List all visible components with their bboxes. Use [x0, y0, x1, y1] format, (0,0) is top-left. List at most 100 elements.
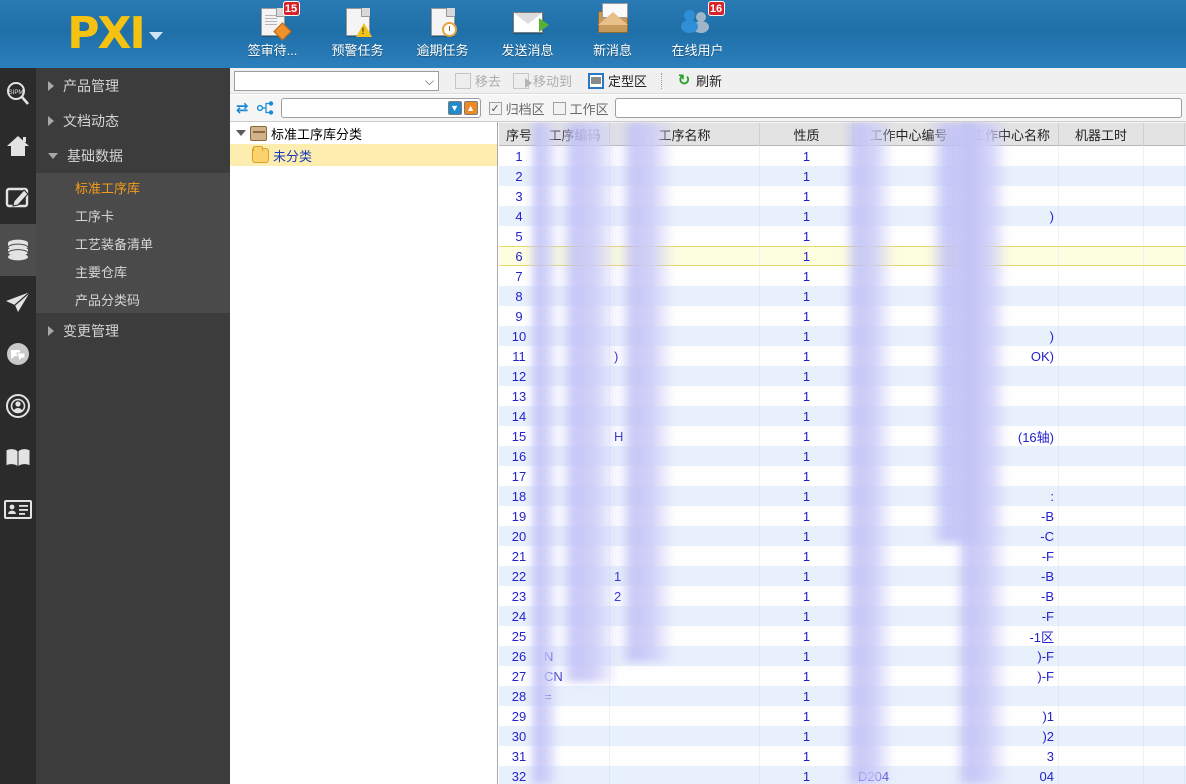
column-header-label: 序号 [505, 128, 532, 143]
table-row[interactable]: 25 1 -1区 [499, 626, 1186, 646]
header-tool-users[interactable]: 16 在线用户 [655, 1, 740, 65]
table-row[interactable]: 4 1) [499, 206, 1186, 226]
nav-group-0[interactable]: 产品管理 [36, 68, 230, 103]
column-header-nature[interactable]: 性质 [760, 123, 854, 146]
archive-checkbox-box: ✓ [488, 101, 502, 115]
cell-machine_h [1059, 446, 1144, 466]
cell-code [540, 626, 610, 646]
top-header-bar: PXI 15 签审待... 预警任务 逾期任务 发送消息 新消息 16 在线用户 [0, 0, 1186, 68]
keyword-input[interactable] [614, 98, 1182, 118]
content-toolbar: ⌵ 移去 移动到 定型区 ↻ 刷新 [230, 68, 1186, 94]
column-header-name[interactable]: 工序名称 [610, 123, 760, 146]
table-row[interactable]: 30 1)2 [499, 726, 1186, 746]
header-tool-page-clock[interactable]: 逾期任务 [400, 5, 485, 65]
table-row[interactable]: 10 1) [499, 326, 1186, 346]
archive-area-checkbox[interactable]: ✓ 归档区 [488, 99, 545, 118]
tree-structure-icon[interactable] [256, 100, 275, 116]
cell-seq: 7 [499, 266, 540, 286]
header-tool-page-warning[interactable]: 预警任务 [315, 5, 400, 65]
table-row[interactable]: 28 = 1 [499, 686, 1186, 706]
table-row[interactable]: 32 1 D204 04 [499, 766, 1186, 784]
table-row[interactable]: 29 1)1 [499, 706, 1186, 726]
header-tool-label: 在线用户 [671, 43, 724, 58]
rail-database[interactable] [0, 224, 36, 276]
category-combo[interactable]: ⌵ [234, 70, 439, 91]
table-row[interactable]: 21 1 -F [499, 546, 1186, 566]
rail-broadcast[interactable] [0, 380, 36, 432]
sidebar-item-1[interactable]: 工序卡 [36, 201, 230, 229]
chevron-down-icon[interactable] [236, 130, 246, 136]
table-row[interactable]: 11) 1 OK) [499, 346, 1186, 366]
move-out-button[interactable]: 移去 [449, 68, 507, 94]
header-tool-checklist-edit[interactable]: 15 签审待... [230, 1, 315, 65]
cell-name [610, 247, 760, 265]
nav-group-2[interactable]: 基础数据 [36, 138, 230, 173]
expand-down-icon[interactable]: ▼ [447, 101, 462, 115]
sipm-search-icon: SIPM [5, 81, 31, 107]
rail-id-card[interactable] [0, 484, 36, 536]
refresh-button[interactable]: ↻ 刷新 [670, 68, 728, 94]
table-row[interactable]: 26 N 1)-F [499, 646, 1186, 666]
rail-edit[interactable] [0, 172, 36, 224]
sidebar-item-4[interactable]: 产品分类码 [36, 285, 230, 313]
nav-group-3[interactable]: 变更管理 [36, 313, 230, 348]
cell-seq: 14 [499, 406, 540, 426]
cell-seq: 3 [499, 186, 540, 206]
cell-seq: 11 [499, 346, 540, 366]
icon-rail: SIPM [0, 68, 36, 784]
rail-book[interactable] [0, 432, 36, 484]
rail-sipm-search[interactable]: SIPM [0, 68, 36, 120]
rail-chat[interactable] [0, 328, 36, 380]
table-row[interactable]: 12 1 [499, 366, 1186, 386]
cell-machine_h [1059, 366, 1144, 386]
brand-logo[interactable]: PXI [0, 0, 230, 68]
column-header-code[interactable]: 工序编码 [540, 123, 610, 146]
table-row[interactable]: 27 CN 1)-F [499, 666, 1186, 686]
column-header-wc_name[interactable]: 工作中心名称 [964, 123, 1059, 146]
search-input[interactable]: ▼ ▲ [280, 98, 481, 118]
table-row[interactable]: 16 1 [499, 446, 1186, 466]
work-area-checkbox[interactable]: 工作区 [552, 99, 609, 118]
table-row[interactable]: 24 1 -F [499, 606, 1186, 626]
brand-dropdown-caret-icon[interactable] [148, 32, 163, 40]
nav-group-1[interactable]: 文档动态 [36, 103, 230, 138]
cell-name [610, 686, 760, 706]
grid-body: 1 1 2 1 3 1 4 1) 5 1 6 1 7 1 8 1 9 1 10 1) 11) 1 OK) 12 1 13 1 14 1 1… [499, 146, 1186, 784]
move-to-button[interactable]: 移动到 [507, 68, 578, 94]
tree-root-node[interactable]: 标准工序库分类 [230, 122, 497, 144]
table-row[interactable]: 18 1: [499, 486, 1186, 506]
sidebar-item-2[interactable]: 工艺装备清单 [36, 229, 230, 257]
sync-icon[interactable]: ⇄ [236, 100, 249, 117]
collapse-up-icon[interactable]: ▲ [463, 101, 478, 115]
rail-paper-plane[interactable] [0, 276, 36, 328]
rail-home[interactable] [0, 120, 36, 172]
cell-name [610, 186, 760, 206]
header-tool-send-mail[interactable]: 发送消息 [485, 5, 570, 65]
table-row[interactable]: 31 1 3 [499, 746, 1186, 766]
table-row[interactable]: 23 2 1 -B [499, 586, 1186, 606]
sidebar-item-0[interactable]: 标准工序库 [36, 173, 230, 201]
column-header-machine_h[interactable]: 机器工时 [1059, 123, 1144, 146]
table-row[interactable]: 15 H 1 (16轴) [499, 426, 1186, 446]
table-row[interactable]: 17 1 [499, 466, 1186, 486]
header-tool-inbox-mail[interactable]: 新消息 [570, 3, 655, 65]
column-header-wc_code[interactable]: 工作中心编号 [854, 123, 964, 146]
table-row[interactable]: 19 1 -B [499, 506, 1186, 526]
tree-node-0[interactable]: 未分类 [230, 144, 497, 166]
finalize-area-button[interactable]: 定型区 [582, 68, 653, 94]
column-header-extra[interactable] [1144, 123, 1185, 146]
table-row[interactable]: 13 1 [499, 386, 1186, 406]
column-header-seq[interactable]: 序号 [499, 123, 540, 146]
table-row[interactable]: 20 1 -C [499, 526, 1186, 546]
table-row[interactable]: 14 1 [499, 406, 1186, 426]
table-row[interactable]: 22 1 1 -B [499, 566, 1186, 586]
sidebar-item-3[interactable]: 主要仓库 [36, 257, 230, 285]
